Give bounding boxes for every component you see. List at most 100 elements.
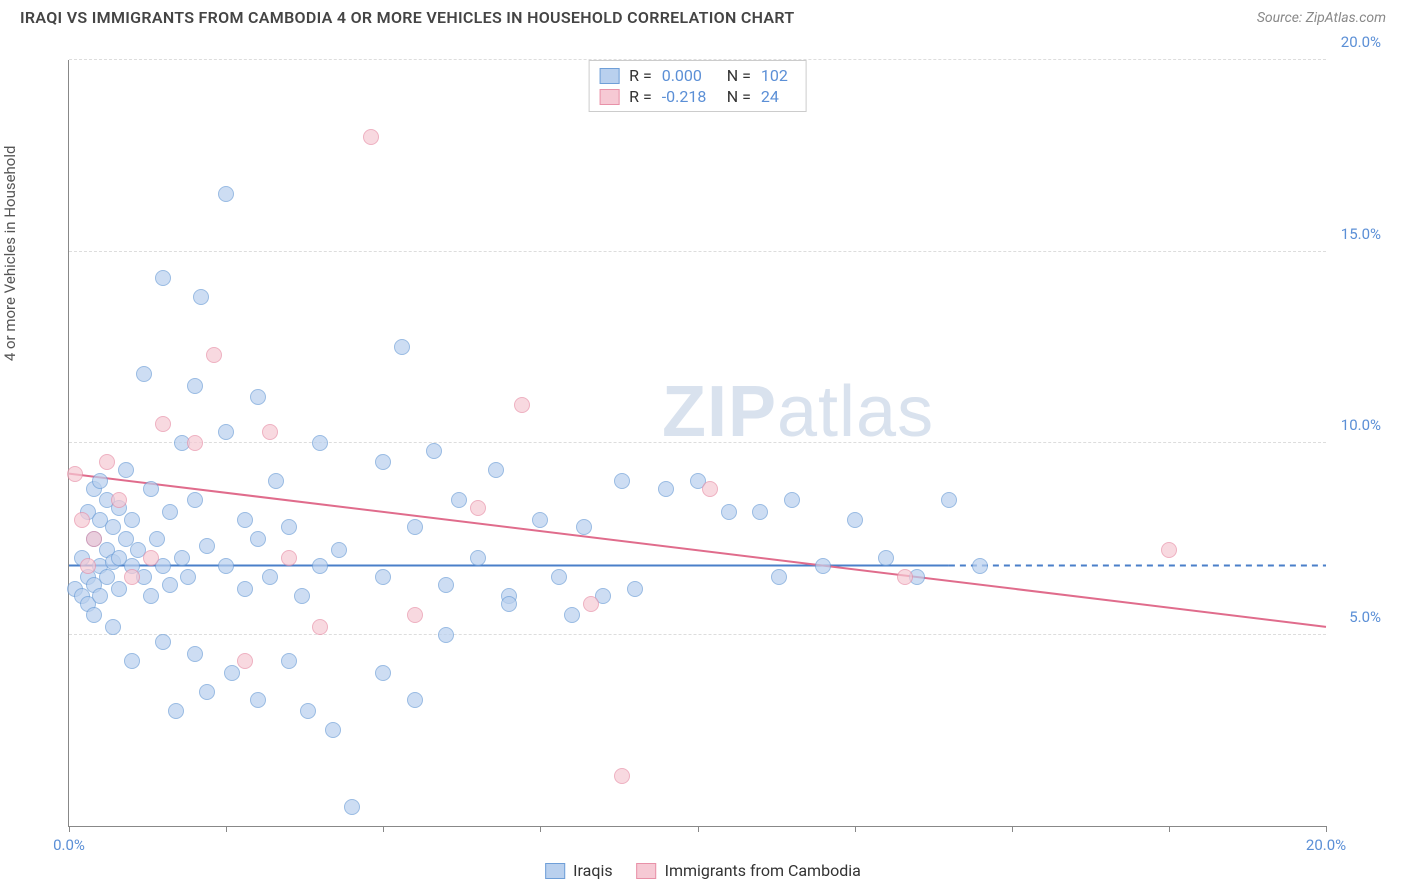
data-point — [136, 366, 152, 382]
n-value: 24 — [761, 87, 796, 106]
data-point — [199, 684, 215, 700]
x-tick-label: 0.0% — [53, 836, 85, 854]
legend-swatch — [599, 89, 619, 105]
data-point — [111, 581, 127, 597]
legend-item: Immigrants from Cambodia — [637, 861, 861, 880]
data-point — [564, 607, 580, 623]
data-point — [168, 703, 184, 719]
data-point — [614, 768, 630, 784]
data-point — [162, 577, 178, 593]
data-point — [224, 665, 240, 681]
data-point — [312, 435, 328, 451]
bottom-legend: Iraqis Immigrants from Cambodia — [545, 861, 861, 880]
data-point — [375, 665, 391, 681]
data-point — [407, 692, 423, 708]
n-label: N = — [727, 87, 751, 106]
x-tick — [1326, 826, 1327, 832]
y-tick-label: 20.0% — [1341, 33, 1381, 51]
legend-swatch — [599, 68, 619, 84]
x-tick — [383, 826, 384, 832]
data-point — [721, 504, 737, 520]
x-tick — [226, 826, 227, 832]
data-point — [149, 531, 165, 547]
data-point — [627, 581, 643, 597]
r-value: 0.000 — [662, 66, 717, 85]
data-point — [92, 588, 108, 604]
stats-row: R =0.000N =102 — [599, 65, 796, 86]
data-point — [312, 619, 328, 635]
data-point — [281, 653, 297, 669]
data-point — [1161, 542, 1177, 558]
y-tick-label: 5.0% — [1349, 608, 1381, 626]
data-point — [199, 538, 215, 554]
data-point — [218, 558, 234, 574]
data-point — [99, 454, 115, 470]
chart-header: IRAQI VS IMMIGRANTS FROM CAMBODIA 4 OR M… — [0, 0, 1406, 31]
data-point — [187, 646, 203, 662]
legend-swatch — [637, 863, 657, 879]
data-point — [576, 519, 592, 535]
x-tick-label: 20.0% — [1306, 836, 1346, 854]
data-point — [262, 424, 278, 440]
data-point — [501, 596, 517, 612]
n-label: N = — [727, 66, 751, 85]
chart-container: 4 or more Vehicles in Household ZIPatlas… — [20, 38, 1386, 882]
x-tick — [855, 826, 856, 832]
data-point — [325, 722, 341, 738]
data-point — [206, 347, 222, 363]
data-point — [155, 634, 171, 650]
data-point — [250, 389, 266, 405]
data-point — [143, 588, 159, 604]
data-point — [972, 558, 988, 574]
data-point — [67, 466, 83, 482]
data-point — [784, 492, 800, 508]
data-point — [124, 512, 140, 528]
data-point — [237, 581, 253, 597]
legend-label: Immigrants from Cambodia — [665, 861, 861, 880]
data-point — [614, 473, 630, 489]
chart-source: Source: ZipAtlas.com — [1257, 10, 1386, 26]
data-point — [407, 607, 423, 623]
data-point — [451, 492, 467, 508]
data-point — [124, 569, 140, 585]
x-tick — [1169, 826, 1170, 832]
data-point — [658, 481, 674, 497]
data-point — [74, 512, 90, 528]
n-value: 102 — [761, 66, 796, 85]
x-tick — [69, 826, 70, 832]
data-point — [111, 492, 127, 508]
data-point — [702, 481, 718, 497]
data-point — [752, 504, 768, 520]
data-point — [143, 550, 159, 566]
data-point — [344, 799, 360, 815]
data-point — [155, 416, 171, 432]
data-point — [250, 531, 266, 547]
legend-swatch — [545, 863, 565, 879]
data-point — [331, 542, 347, 558]
chart-title: IRAQI VS IMMIGRANTS FROM CAMBODIA 4 OR M… — [20, 8, 794, 27]
data-point — [294, 588, 310, 604]
data-point — [180, 569, 196, 585]
data-point — [551, 569, 567, 585]
data-point — [237, 512, 253, 528]
data-point — [878, 550, 894, 566]
data-point — [363, 129, 379, 145]
data-point — [514, 397, 530, 413]
legend-label: Iraqis — [573, 861, 612, 880]
data-point — [470, 500, 486, 516]
x-tick — [698, 826, 699, 832]
r-label: R = — [629, 87, 652, 106]
data-point — [771, 569, 787, 585]
data-point — [118, 462, 134, 478]
data-point — [187, 435, 203, 451]
data-point — [470, 550, 486, 566]
gridline — [69, 634, 1326, 635]
data-point — [488, 462, 504, 478]
legend-item: Iraqis — [545, 861, 612, 880]
data-point — [174, 550, 190, 566]
data-point — [407, 519, 423, 535]
data-point — [143, 481, 159, 497]
y-tick-label: 10.0% — [1341, 416, 1381, 434]
data-point — [941, 492, 957, 508]
stats-box: R =0.000N =102R =-0.218N =24 — [588, 60, 807, 112]
